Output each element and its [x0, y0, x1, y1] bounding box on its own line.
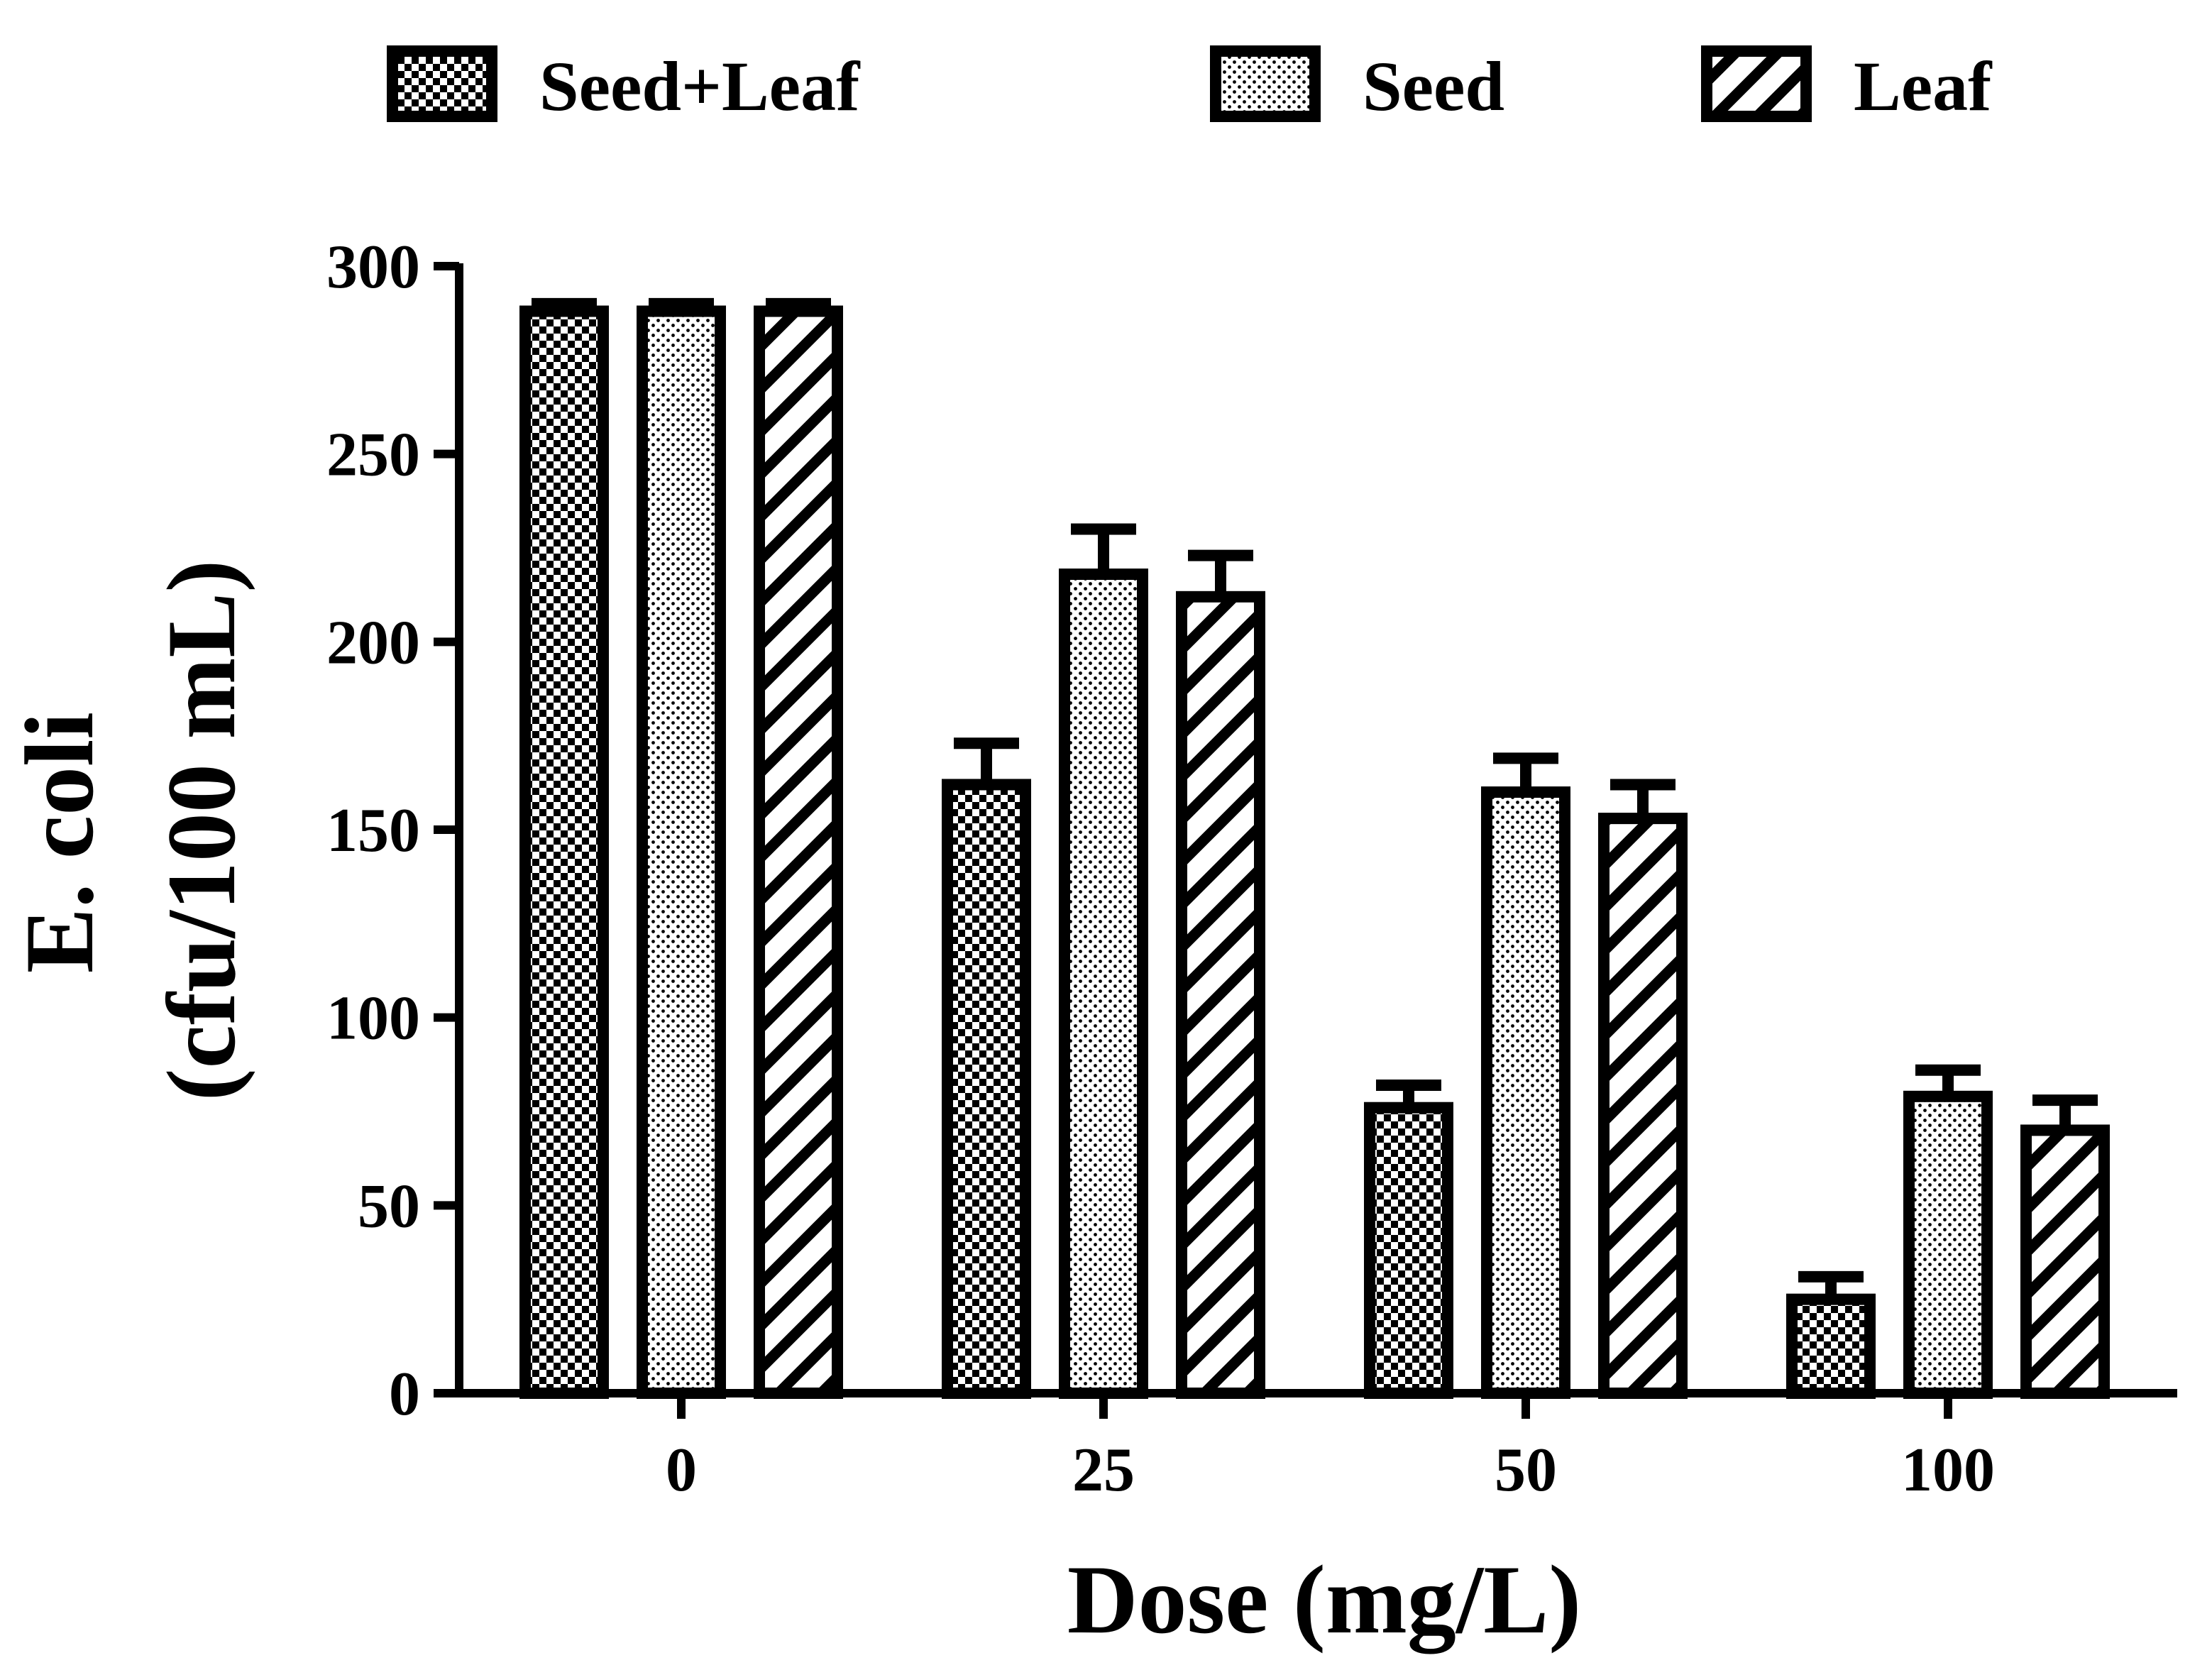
x-tick-label-100: 100 [1901, 1436, 1995, 1505]
legend-item-leaf: Leaf [1701, 45, 1993, 126]
bar-leaf-50 [1598, 813, 1688, 1399]
bar-seed-25 [1059, 569, 1148, 1399]
legend-item-seed-leaf: Seed+Leaf [387, 45, 861, 126]
bar-leaf-25 [1176, 591, 1265, 1399]
y-tick-label-50: 50 [358, 1172, 420, 1241]
y-tick-label-150: 150 [326, 796, 420, 865]
legend-label-seed-leaf: Seed+Leaf [539, 47, 861, 126]
x-tick-label-25: 25 [1072, 1436, 1135, 1505]
bar-seed-100 [1903, 1090, 1993, 1399]
y-axis-title: E. coli (cfu/100 mL) [5, 560, 255, 1102]
x-tick-label-0: 0 [666, 1436, 697, 1505]
y-tick-label-0: 0 [389, 1360, 420, 1429]
bar-leaf-0 [754, 305, 843, 1399]
y-tick-label-300: 300 [326, 233, 420, 302]
bar-seed-leaf-0 [519, 305, 609, 1399]
legend: Seed+Leaf Seed Leaf [387, 45, 1993, 126]
bar-seed-leaf-25 [942, 779, 1031, 1399]
legend-label-seed: Seed [1363, 47, 1504, 126]
y-tick-label-100: 100 [326, 984, 420, 1053]
x-axis-title: Dose (mg/L) [1067, 1545, 1581, 1654]
x-tick-label-50: 50 [1495, 1436, 1557, 1505]
plot-area: 0 50 100 150 200 250 300 0 25 50 100 [326, 233, 2177, 1505]
bar-seed-0 [637, 305, 726, 1399]
legend-swatch-seed [1210, 45, 1321, 122]
legend-swatch-leaf [1701, 45, 1812, 122]
legend-swatch-seed-leaf [387, 45, 497, 122]
y-axis-title-line1: E. coli [5, 712, 114, 973]
y-tick-label-250: 250 [326, 421, 420, 490]
bar-leaf-100 [2020, 1124, 2110, 1399]
y-tick-label-200: 200 [326, 608, 420, 677]
legend-label-leaf: Leaf [1854, 47, 1993, 126]
bar-seed-leaf-100 [1786, 1293, 1876, 1399]
bar-seed-50 [1481, 786, 1570, 1399]
y-axis-title-line2: (cfu/100 mL) [147, 560, 255, 1102]
legend-item-seed: Seed [1210, 45, 1504, 126]
bar-seed-leaf-50 [1364, 1102, 1453, 1399]
